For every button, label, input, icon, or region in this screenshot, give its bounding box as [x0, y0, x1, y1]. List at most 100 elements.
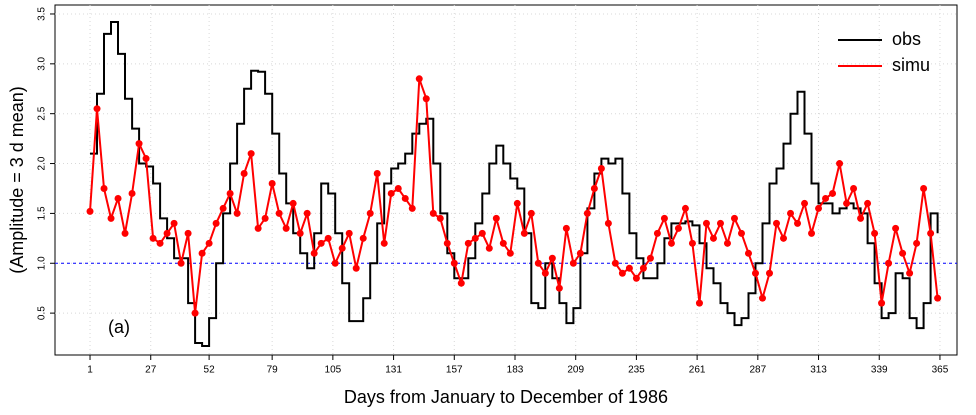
point: [303, 209, 311, 217]
point: [716, 219, 724, 227]
point: [864, 199, 872, 207]
point: [233, 209, 241, 217]
point: [254, 224, 262, 232]
point: [751, 269, 759, 277]
y-tick-label: 2.0: [37, 156, 48, 170]
x-tick-label: 235: [628, 365, 645, 376]
point: [885, 259, 893, 267]
point: [737, 229, 745, 237]
point: [562, 224, 570, 232]
point: [787, 209, 795, 217]
point: [892, 224, 900, 232]
point: [843, 199, 851, 207]
point: [86, 207, 94, 215]
point: [170, 219, 178, 227]
y-tick-label: 0.5: [37, 306, 48, 320]
point: [310, 249, 318, 257]
point: [352, 264, 360, 272]
point: [730, 214, 738, 222]
point: [822, 194, 830, 202]
point: [121, 229, 129, 237]
x-tick-label: 1: [87, 365, 93, 376]
point: [247, 150, 255, 158]
point: [871, 229, 879, 237]
x-tick-label: 365: [932, 365, 949, 376]
y-axis-label: (Amplitude = 3 d mean): [7, 86, 27, 274]
point: [829, 189, 837, 197]
point: [282, 224, 290, 232]
point: [794, 219, 802, 227]
point: [128, 189, 136, 197]
point: [324, 234, 332, 242]
series-line: [89, 78, 939, 314]
point: [457, 279, 465, 287]
y-tick-label: 2.5: [37, 106, 48, 120]
annotation: (a): [108, 317, 130, 337]
x-tick-label: 157: [446, 365, 463, 376]
point: [240, 170, 248, 178]
x-tick-label: 339: [871, 365, 888, 376]
point: [625, 264, 633, 272]
point: [135, 140, 143, 148]
point: [380, 239, 388, 247]
point: [149, 234, 157, 242]
point: [934, 294, 942, 302]
point: [107, 214, 115, 222]
x-tick-label: 52: [204, 365, 216, 376]
y-tick-label: 3.0: [37, 56, 48, 70]
legend-label: obs: [892, 29, 921, 49]
point: [114, 194, 122, 202]
point: [850, 184, 858, 192]
x-tick-label: 131: [385, 365, 402, 376]
point: [702, 219, 710, 227]
point: [632, 274, 640, 282]
point: [275, 209, 283, 217]
point: [815, 204, 823, 212]
point: [836, 160, 844, 168]
y-tick-label: 3.5: [37, 7, 48, 21]
series-line: [90, 21, 939, 347]
point: [590, 184, 598, 192]
point: [422, 95, 430, 103]
x-tick-label: 261: [689, 365, 706, 376]
point: [345, 229, 353, 237]
point: [296, 229, 304, 237]
point: [184, 229, 192, 237]
point: [408, 204, 416, 212]
point: [758, 294, 766, 302]
point: [660, 214, 668, 222]
point: [100, 184, 108, 192]
point: [744, 249, 752, 257]
point: [450, 259, 458, 267]
point: [920, 184, 928, 192]
point: [485, 244, 493, 252]
point: [878, 299, 886, 307]
point: [289, 199, 297, 207]
point: [906, 269, 914, 277]
y-tick-label: 1.0: [37, 256, 48, 270]
point: [913, 239, 921, 247]
x-tick-label: 27: [145, 365, 157, 376]
x-tick-label: 313: [810, 365, 827, 376]
point: [899, 249, 907, 257]
point: [688, 239, 696, 247]
y-tick-label: 1.5: [37, 206, 48, 220]
point: [429, 209, 437, 217]
legend-label: simu: [892, 55, 930, 75]
point: [857, 214, 865, 222]
point: [520, 229, 528, 237]
point: [808, 229, 816, 237]
point: [415, 75, 423, 83]
point: [219, 204, 227, 212]
point: [618, 269, 626, 277]
point: [177, 259, 185, 267]
point: [338, 244, 346, 252]
point: [268, 179, 276, 187]
point: [534, 259, 542, 267]
point: [723, 239, 731, 247]
plot-frame: [54, 4, 958, 356]
x-tick-label: 105: [325, 365, 342, 376]
point: [773, 219, 781, 227]
point: [443, 239, 451, 247]
